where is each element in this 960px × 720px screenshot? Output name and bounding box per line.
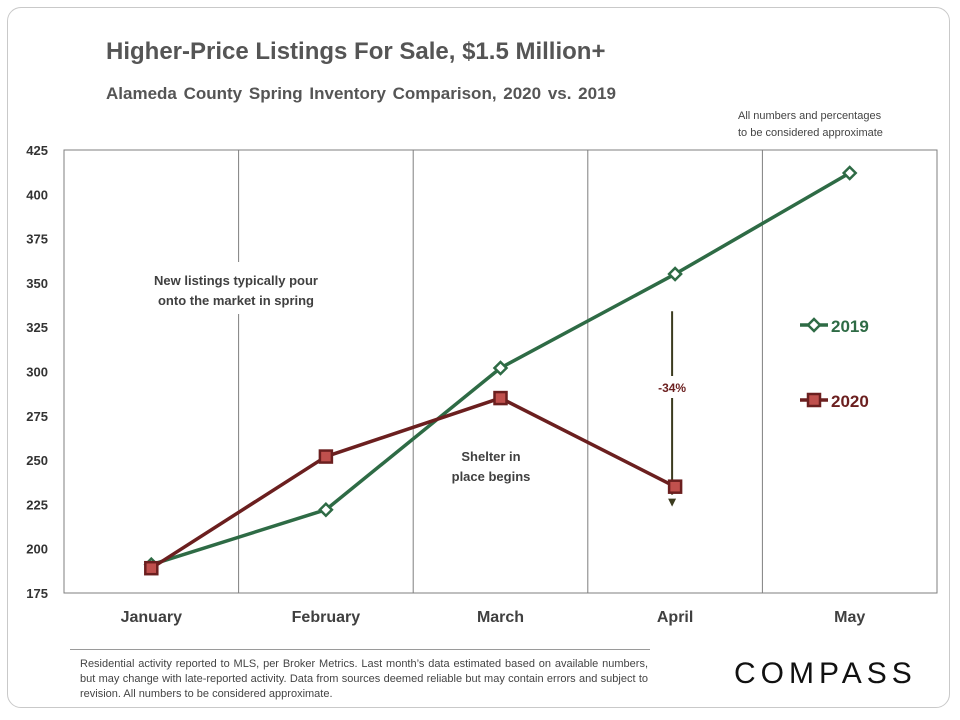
y-tick-label: 175 (26, 586, 48, 601)
footnote: Residential activity reported to MLS, pe… (80, 658, 648, 700)
footer-divider (70, 649, 650, 650)
y-tick-label: 225 (26, 497, 48, 512)
chart-title: Higher-Price Listings For Sale, $1.5 Mil… (106, 38, 606, 65)
y-tick-label: 400 (26, 187, 48, 202)
annotation-box (132, 262, 337, 314)
annotation-spring-text: onto the market in spring (158, 293, 314, 308)
y-tick-label: 375 (26, 232, 48, 247)
approximate-note: All numbers and percentages to be consid… (738, 108, 883, 142)
change-label: -34% (658, 381, 686, 395)
compass-logo: COMPASS (734, 657, 917, 690)
data-point-2020 (144, 560, 159, 576)
chart-subtitle: Alameda County Spring Inventory Comparis… (106, 84, 616, 103)
data-point-2019 (841, 165, 858, 181)
data-point-2019 (318, 501, 334, 518)
annotation-shelter-text: Shelter in (461, 449, 520, 464)
x-tick-label: February (292, 609, 361, 626)
annotation-box (436, 438, 546, 490)
legend-label-2020: 2020 (831, 392, 869, 411)
annotation-spring-text: New listings typically pour (154, 273, 318, 288)
data-point-2020 (318, 449, 334, 464)
y-tick-label: 275 (26, 409, 48, 424)
y-tick-label: 250 (26, 453, 48, 468)
x-tick-label: May (834, 609, 865, 626)
data-point-2020 (493, 390, 508, 406)
note-line-2: to be considered approximate (738, 127, 883, 139)
x-tick-label: April (657, 609, 693, 626)
y-tick-label: 425 (26, 143, 48, 158)
data-point-2019 (667, 266, 683, 282)
plot-area (63, 149, 938, 594)
y-tick-label: 325 (26, 320, 48, 335)
series-line-2020 (150, 396, 676, 570)
data-point-2020 (667, 479, 683, 494)
annotation-shelter-text: place begins (452, 469, 531, 484)
x-tick-label: March (477, 609, 524, 626)
change-arrowhead (668, 498, 677, 507)
y-tick-label: 300 (26, 365, 48, 380)
chart-frame (7, 7, 950, 708)
annotation-box (648, 376, 697, 398)
legend-marker-2019 (806, 317, 822, 333)
note-line-1: All numbers and percentages (738, 110, 882, 122)
y-tick-label: 200 (26, 542, 48, 557)
legend-marker-2020 (806, 392, 822, 408)
y-tick-label: 350 (26, 276, 48, 291)
legend-label-2019: 2019 (831, 317, 869, 336)
data-point-2019 (492, 360, 509, 376)
x-tick-label: January (121, 609, 182, 626)
